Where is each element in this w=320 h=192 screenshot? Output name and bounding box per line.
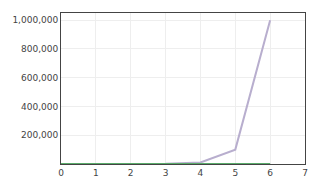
svg-text:0: 0 <box>58 168 64 178</box>
svg-text:1: 1 <box>93 168 99 178</box>
svg-text:7: 7 <box>302 168 308 178</box>
svg-text:4: 4 <box>198 168 204 178</box>
svg-text:6: 6 <box>267 168 273 178</box>
svg-text:600,000: 600,000 <box>21 73 58 83</box>
svg-text:200,000: 200,000 <box>21 130 58 140</box>
svg-text:400,000: 400,000 <box>21 102 58 112</box>
svg-text:3: 3 <box>163 168 169 178</box>
svg-text:1,000,000: 1,000,000 <box>12 15 58 25</box>
svg-text:2: 2 <box>128 168 134 178</box>
svg-text:800,000: 800,000 <box>21 44 58 54</box>
svg-text:5: 5 <box>232 168 238 178</box>
